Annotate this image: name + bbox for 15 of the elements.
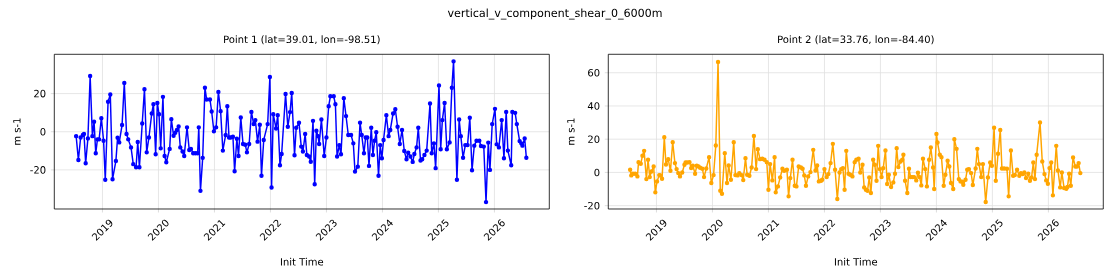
y-tick-label: 60 — [588, 68, 600, 77]
y-axis-title: m s-1 — [13, 118, 21, 145]
y-tick-label: 20 — [588, 135, 600, 143]
y-axis-title: m s-1 — [567, 118, 575, 145]
y-tick-label: 0 — [40, 127, 46, 136]
y-tick-label: -20 — [584, 201, 600, 210]
text: vertical_v_component_shear_0_6000m — [447, 8, 662, 20]
y-tick-label: 0 — [594, 168, 600, 177]
y-tick-label: 20 — [34, 89, 46, 98]
chart-title: Point 2 (lat=33.76, lon=-84.40) — [778, 35, 934, 45]
x-axis-title: Init Time — [834, 257, 878, 266]
x-axis-title: Init Time — [280, 257, 324, 266]
y-tick-label: 40 — [587, 102, 600, 110]
y-tick-label: -20 — [30, 166, 46, 174]
chart-title: Point 1 (lat=39.01, lon=-98.51) — [224, 35, 380, 45]
